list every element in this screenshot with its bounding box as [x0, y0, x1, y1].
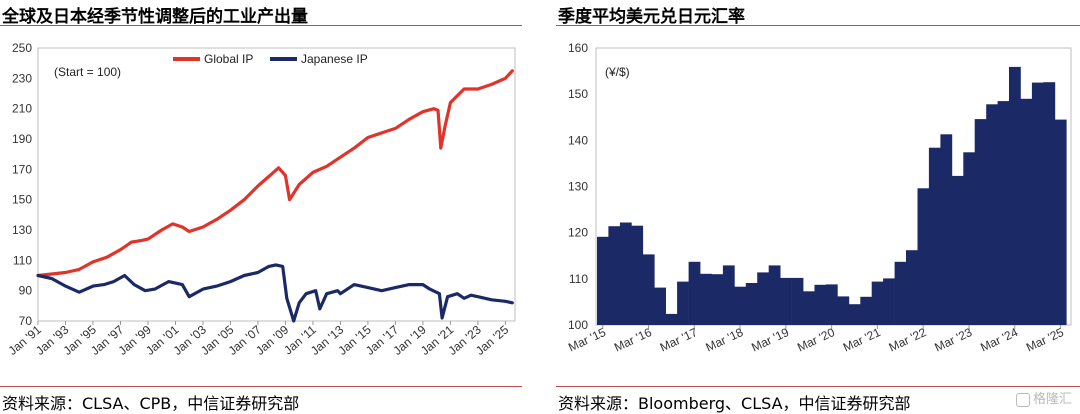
left-source-rule — [0, 386, 522, 387]
bar — [700, 273, 712, 325]
left-source: 资料来源：CLSA、CPB，中信证券研究部 — [2, 394, 300, 413]
right-y-tick-label: 120 — [568, 226, 588, 240]
right-x-tick-label: Mar '20 — [795, 325, 837, 355]
right-x-tick-label: Mar '21 — [841, 325, 883, 355]
bar — [917, 188, 930, 325]
left-y-tick-label: 70 — [19, 314, 33, 328]
bar — [642, 254, 655, 325]
bar — [597, 236, 609, 325]
bar — [940, 134, 953, 325]
left-y-tick-label: 210 — [12, 102, 32, 116]
bar — [928, 147, 941, 325]
bar — [1009, 66, 1021, 326]
bar — [803, 291, 815, 325]
left-y-tick-label: 170 — [12, 162, 32, 176]
bar — [734, 286, 747, 325]
right-y-tick-label: 110 — [569, 272, 588, 286]
bar — [951, 175, 964, 325]
bar — [768, 265, 781, 325]
right-y-tick-label: 130 — [568, 180, 588, 194]
bar — [619, 222, 632, 325]
bar — [665, 313, 678, 325]
left-legend: Global IP Japanese IP — [173, 52, 368, 66]
bar — [974, 119, 987, 325]
bar — [883, 278, 895, 325]
bar — [860, 296, 873, 325]
bar — [711, 274, 724, 325]
right-x-tick-label: Mar '16 — [612, 325, 654, 355]
bar — [688, 261, 701, 325]
right-x-tick-label: Mar '22 — [887, 325, 929, 355]
right-chart-title: 季度平均美元兑日元汇率 — [558, 7, 745, 27]
bar — [963, 152, 976, 325]
legend-japan-label: Japanese IP — [301, 52, 368, 66]
bar — [722, 265, 735, 325]
bar — [791, 277, 804, 325]
series-line-global-ip — [36, 69, 514, 278]
bar — [631, 225, 644, 325]
left-y-tick-label: 230 — [12, 71, 32, 85]
watermark-logo-icon — [1015, 392, 1030, 407]
right-source-rule — [556, 386, 1080, 387]
series-line-japanese-ip — [36, 263, 514, 323]
left-y-tick-label: 190 — [12, 132, 32, 146]
bar — [997, 101, 1010, 325]
global-japan-ip-chart: (Start = 100) Global IP Japanese IP 70 90… — [6, 41, 516, 358]
right-x-tick-label: Mar '19 — [749, 325, 791, 355]
bar — [1031, 82, 1044, 325]
right-source: 资料来源：Bloomberg、CLSA，中信证券研究部 — [558, 394, 911, 413]
right-title-rule — [556, 25, 1080, 26]
bar — [1043, 82, 1056, 325]
watermark: 格隆汇 — [1015, 388, 1072, 407]
bar — [654, 287, 666, 325]
legend-global-label: Global IP — [204, 52, 253, 66]
bar — [837, 296, 850, 325]
bar — [757, 272, 769, 325]
right-x-tick-label: Mar '18 — [703, 325, 745, 355]
right-y-tick-label: 160 — [568, 41, 588, 55]
right-x-tick-label: Mar '24 — [978, 325, 1020, 355]
left-annotation: (Start = 100) — [54, 65, 121, 79]
bar — [745, 283, 758, 325]
left-y-tick-label: 150 — [12, 193, 32, 207]
bar — [1020, 98, 1033, 325]
left-y-tick-label: 110 — [13, 253, 32, 267]
bar — [871, 281, 884, 325]
bar — [906, 250, 918, 325]
left-y-tick-label: 130 — [12, 223, 32, 237]
bar — [894, 261, 907, 325]
left-y-tick-label: 250 — [12, 41, 32, 55]
left-chart-title: 全球及日本经季节性调整后的工业产出量 — [2, 7, 308, 27]
right-y-tick-label: 150 — [568, 87, 588, 101]
bar — [825, 284, 838, 325]
left-plot-frame — [37, 47, 516, 322]
left-y-tick-label: 90 — [19, 284, 33, 298]
right-y-tick-label: 140 — [568, 133, 588, 147]
right-y-tick-label: 100 — [568, 318, 588, 332]
right-x-tick-label: Mar '25 — [1024, 325, 1066, 355]
right-annotation: (¥/$) — [605, 65, 630, 79]
bar — [608, 226, 621, 325]
bar — [1054, 119, 1067, 325]
bar — [677, 281, 689, 325]
right-x-tick-label: Mar '17 — [658, 325, 700, 355]
bar — [986, 104, 998, 325]
left-title-rule — [0, 25, 522, 26]
bar — [848, 304, 861, 325]
bar — [780, 277, 792, 325]
right-x-tick-label: Mar '23 — [932, 325, 974, 355]
bar — [814, 284, 827, 325]
